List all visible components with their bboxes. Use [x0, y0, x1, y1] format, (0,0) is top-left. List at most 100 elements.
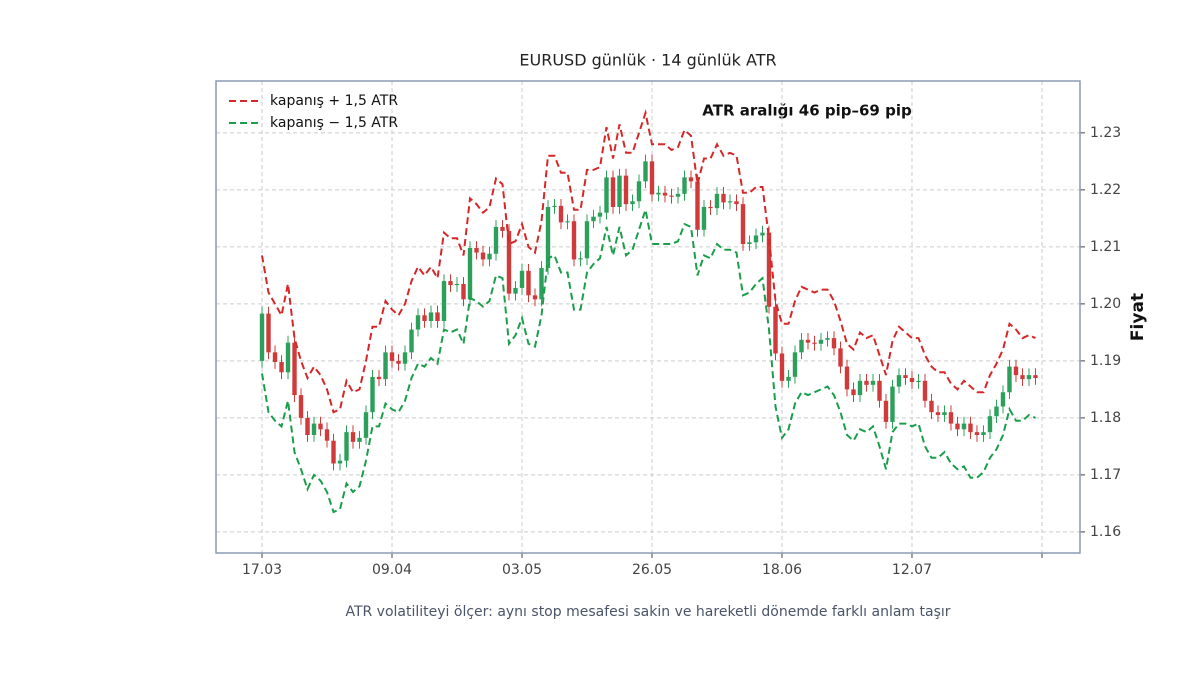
candle-body [922, 380, 928, 401]
candle-body [350, 432, 356, 442]
candle-body [961, 423, 967, 430]
annotation: ATR aralığı 46 pip–69 pip [702, 102, 912, 120]
candle-body [1026, 375, 1032, 380]
candle-body [474, 248, 479, 253]
candle-body [441, 281, 447, 321]
candle-body [357, 437, 362, 442]
candle-body [740, 204, 746, 245]
candle-body [883, 400, 889, 422]
candle-body [643, 161, 648, 182]
candle-body [812, 342, 817, 344]
candle-body [292, 342, 297, 396]
candle-body [662, 192, 668, 196]
candle-body [1007, 366, 1012, 393]
legend-label: kapanış − 1,5 ATR [270, 115, 398, 131]
candle-body [799, 339, 804, 353]
candle-body [766, 232, 772, 307]
candle-body [1033, 375, 1038, 378]
band-line [261, 109, 1036, 414]
candle-body [591, 216, 596, 222]
candle-body [376, 376, 382, 380]
candle-body [552, 205, 557, 207]
candle-body [565, 221, 570, 223]
candle-body [597, 212, 603, 217]
candle-body [331, 440, 336, 464]
candle-body [396, 360, 401, 364]
y-tick-label: 1.22 [1090, 182, 1121, 198]
x-tick-label: 18.06 [762, 562, 802, 578]
candle-body [695, 181, 700, 230]
candle-body [623, 175, 629, 205]
candle-body [370, 376, 375, 413]
candle-body [461, 283, 466, 300]
y-tick-label: 1.18 [1090, 410, 1121, 426]
candle-body [344, 432, 349, 461]
candle-body [1020, 375, 1025, 380]
candle-body [318, 423, 323, 430]
candle-body [279, 362, 284, 373]
candle-body [415, 315, 421, 330]
candle-body [669, 195, 674, 197]
candle-body [721, 193, 726, 203]
candle-body [753, 235, 759, 243]
candle-body [935, 412, 941, 416]
candle-body [786, 376, 791, 381]
candle-body [500, 226, 505, 231]
candle-body [285, 342, 291, 373]
candle-body [526, 270, 531, 296]
candle-body [305, 417, 310, 435]
y-tick-label: 1.19 [1090, 353, 1121, 369]
candle-body [974, 432, 980, 435]
y-tick-label: 1.21 [1090, 239, 1121, 255]
candle-body [383, 352, 388, 380]
candle-body [818, 339, 824, 344]
candle-body [890, 386, 895, 422]
candle-body [675, 193, 681, 197]
candle-body [266, 313, 271, 353]
candle-body [630, 201, 635, 205]
candle-body [298, 395, 304, 418]
candle-body [708, 206, 713, 209]
candle-body [636, 181, 642, 202]
candle-body [428, 312, 434, 321]
x-tick-label: 03.05 [502, 562, 542, 578]
candle-body [506, 230, 512, 294]
candle-body [825, 338, 830, 340]
candle-body [916, 380, 921, 382]
candle-body [578, 258, 583, 260]
y-tick-label: 1.23 [1090, 125, 1121, 141]
candle-body [454, 283, 460, 286]
candle-body [851, 389, 856, 396]
candle-body [747, 242, 752, 245]
candle-body [838, 348, 843, 367]
candle-body [877, 380, 882, 401]
candle-body [649, 161, 655, 195]
candle-body [448, 281, 453, 286]
candle-body [903, 375, 908, 378]
candle-body [617, 175, 622, 207]
y-tick-label: 1.17 [1090, 467, 1121, 483]
candle-body [1013, 366, 1019, 376]
candle-body [955, 423, 960, 430]
candle-body [409, 329, 414, 353]
candle-body [701, 206, 707, 230]
candle-body [779, 353, 785, 381]
chart-title: EURUSD günlük · 14 günlük ATR [519, 51, 776, 70]
candle-body [870, 380, 876, 385]
y-tick-label: 1.20 [1090, 296, 1121, 312]
candle-body [896, 375, 902, 387]
candle-body [981, 432, 986, 435]
candle-body [532, 295, 538, 300]
y-tick-label: 1.16 [1090, 524, 1121, 540]
candle-body [656, 192, 661, 195]
y-axis-label: Fiyat [1128, 293, 1148, 341]
candle-body [688, 177, 694, 182]
candle-body [844, 366, 850, 390]
legend-label: kapanış + 1,5 ATR [270, 93, 398, 109]
candle-body [519, 270, 525, 288]
candle-body [610, 177, 616, 207]
x-tick-label: 26.05 [632, 562, 672, 578]
candle-body [493, 226, 499, 254]
